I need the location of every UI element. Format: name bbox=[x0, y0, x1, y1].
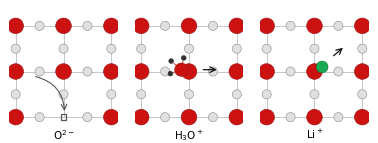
Circle shape bbox=[232, 90, 242, 99]
Circle shape bbox=[161, 113, 170, 122]
Circle shape bbox=[133, 109, 149, 125]
Circle shape bbox=[334, 67, 343, 76]
Circle shape bbox=[136, 44, 146, 53]
Circle shape bbox=[181, 55, 186, 60]
Circle shape bbox=[175, 63, 188, 76]
Circle shape bbox=[184, 90, 194, 99]
Circle shape bbox=[286, 113, 295, 122]
Circle shape bbox=[259, 109, 274, 125]
Circle shape bbox=[169, 58, 174, 64]
Circle shape bbox=[11, 44, 20, 53]
Circle shape bbox=[286, 21, 295, 30]
Circle shape bbox=[83, 113, 92, 122]
Circle shape bbox=[358, 90, 367, 99]
Circle shape bbox=[355, 109, 370, 125]
Circle shape bbox=[56, 64, 71, 79]
Circle shape bbox=[334, 21, 343, 30]
Circle shape bbox=[307, 109, 322, 125]
Circle shape bbox=[35, 21, 44, 30]
Circle shape bbox=[355, 18, 370, 34]
Circle shape bbox=[136, 90, 146, 99]
Circle shape bbox=[307, 64, 322, 79]
Circle shape bbox=[104, 109, 119, 125]
Circle shape bbox=[83, 21, 92, 30]
Text: H$_3$O$^+$: H$_3$O$^+$ bbox=[174, 128, 204, 143]
Circle shape bbox=[8, 109, 23, 125]
Circle shape bbox=[104, 18, 119, 34]
Circle shape bbox=[161, 21, 170, 30]
Text: O$^{2-}$: O$^{2-}$ bbox=[53, 128, 74, 142]
Circle shape bbox=[59, 90, 68, 99]
Circle shape bbox=[262, 90, 271, 99]
Circle shape bbox=[229, 18, 245, 34]
Circle shape bbox=[310, 44, 319, 53]
Circle shape bbox=[208, 67, 217, 76]
Circle shape bbox=[107, 90, 116, 99]
Circle shape bbox=[232, 44, 242, 53]
Circle shape bbox=[208, 21, 217, 30]
Circle shape bbox=[358, 44, 367, 53]
Circle shape bbox=[259, 18, 274, 34]
Circle shape bbox=[229, 109, 245, 125]
Circle shape bbox=[259, 64, 274, 79]
Circle shape bbox=[8, 18, 23, 34]
Circle shape bbox=[355, 64, 370, 79]
Circle shape bbox=[286, 67, 295, 76]
Circle shape bbox=[56, 18, 71, 34]
Circle shape bbox=[181, 18, 197, 34]
Circle shape bbox=[8, 64, 23, 79]
Circle shape bbox=[316, 61, 328, 73]
Text: Li$^+$: Li$^+$ bbox=[306, 128, 323, 141]
Circle shape bbox=[59, 44, 68, 53]
Circle shape bbox=[229, 64, 245, 79]
Circle shape bbox=[133, 64, 149, 79]
Circle shape bbox=[181, 109, 197, 125]
Bar bbox=[60, 114, 67, 120]
Circle shape bbox=[35, 113, 44, 122]
Circle shape bbox=[161, 67, 170, 76]
Circle shape bbox=[168, 71, 173, 76]
Circle shape bbox=[104, 64, 119, 79]
Circle shape bbox=[310, 90, 319, 99]
Circle shape bbox=[11, 90, 20, 99]
Circle shape bbox=[107, 44, 116, 53]
Circle shape bbox=[262, 44, 271, 53]
Circle shape bbox=[208, 113, 217, 122]
Circle shape bbox=[83, 67, 92, 76]
Circle shape bbox=[334, 113, 343, 122]
Circle shape bbox=[184, 44, 194, 53]
Circle shape bbox=[181, 64, 197, 79]
Circle shape bbox=[133, 18, 149, 34]
Circle shape bbox=[35, 67, 44, 76]
Circle shape bbox=[307, 18, 322, 34]
